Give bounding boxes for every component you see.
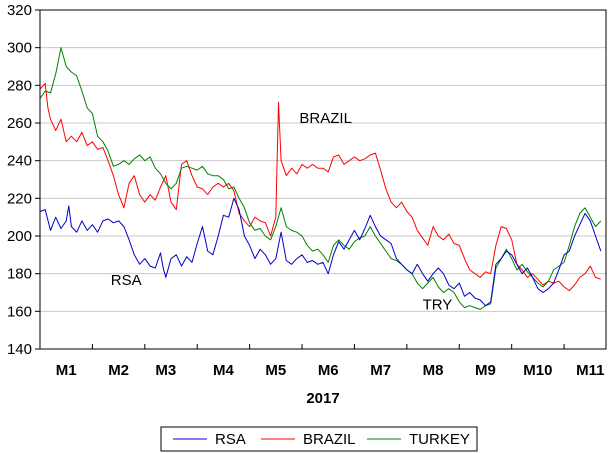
- x-tick-label: M10: [523, 362, 552, 379]
- x-tick-label: M4: [213, 362, 234, 379]
- series-line-turkey: [39, 47, 602, 310]
- gridlines: [40, 47, 606, 312]
- plot-frame: [39, 9, 607, 350]
- y-tick-label: 180: [7, 266, 32, 283]
- y-tick-label: 260: [7, 115, 32, 132]
- series-line-brazil: [39, 82, 601, 292]
- x-tick-label: M9: [475, 362, 496, 379]
- legend-label-rsa: RSA: [215, 431, 246, 448]
- x-tick-label: M2: [108, 362, 129, 379]
- y-tick-label: 320: [7, 2, 32, 19]
- legend-label-brazil: BRAZIL: [303, 431, 356, 448]
- annotation-try: TRY: [423, 296, 453, 313]
- x-tick-label: M1: [56, 362, 77, 379]
- y-tick-label: 160: [7, 303, 32, 320]
- legend-box: [160, 426, 478, 452]
- annotation-brazil: BRAZIL: [299, 110, 352, 127]
- series-line-rsa: [39, 197, 602, 307]
- x-tick-label: M6: [318, 362, 339, 379]
- x-axis-label: 2017: [306, 390, 339, 407]
- x-tick-label: M8: [423, 362, 444, 379]
- annotation-rsa: RSA: [111, 272, 142, 289]
- x-tick-label: M7: [370, 362, 391, 379]
- y-tick-label: 240: [7, 153, 32, 170]
- y-axis: 140 160 180 200 220 240 260 280 300 320: [7, 2, 40, 358]
- series-lines: [39, 47, 602, 310]
- y-tick-label: 140: [7, 341, 32, 358]
- y-tick-label: 220: [7, 190, 32, 207]
- x-tick-label: M11: [576, 362, 604, 379]
- legend-label-turkey: TURKEY: [409, 431, 470, 448]
- x-tick-label: M3: [155, 362, 176, 379]
- x-axis: M1 M2 M3 M4 M5 M6 M7 M8 M9 M10 M11: [56, 344, 604, 379]
- y-tick-label: 200: [7, 228, 32, 245]
- y-tick-label: 300: [7, 40, 32, 57]
- x-tick-label: M5: [265, 362, 286, 379]
- annotations: BRAZIL RSA TRY: [111, 110, 453, 313]
- legend: RSA BRAZIL TURKEY: [160, 426, 478, 452]
- y-tick-label: 280: [7, 77, 32, 94]
